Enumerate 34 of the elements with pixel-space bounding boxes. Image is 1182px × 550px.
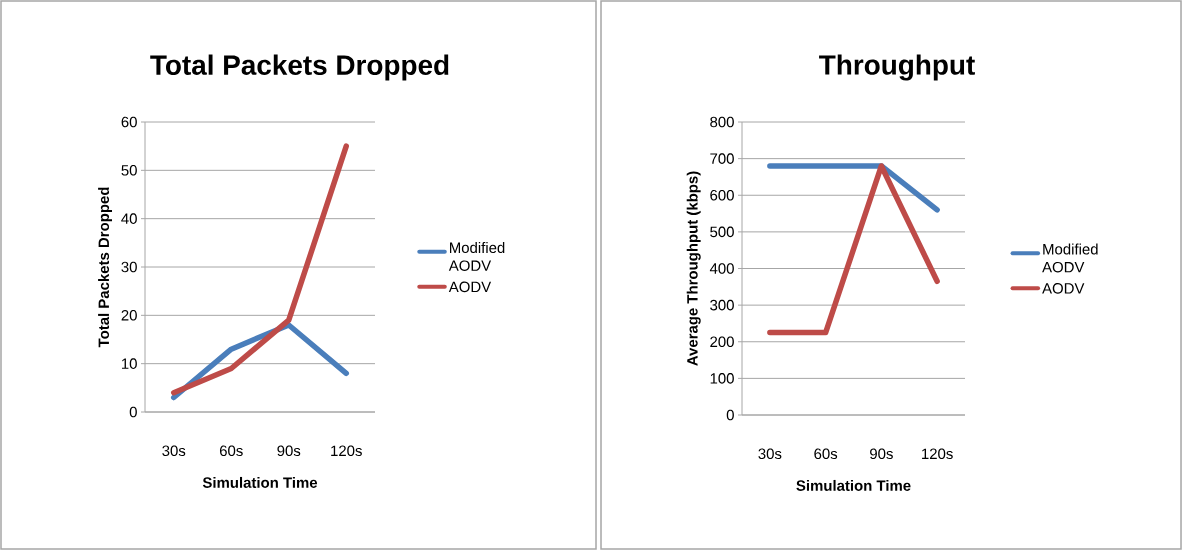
x-tick-label: 30s [162,445,186,457]
chart-title: Total Packets Dropped [150,54,449,81]
y-tick-label: 0 [726,409,734,421]
x-tick-label: 60s [814,448,838,460]
y-tick-label: 20 [121,310,137,321]
y-tick-label: 40 [121,213,137,224]
legend-label: AODV [448,281,492,293]
y-tick-label: 200 [710,336,734,348]
y-tick-label: 0 [129,406,137,418]
y-tick-label: 100 [710,373,734,384]
chart-title: Throughput [819,54,975,81]
x-axis-title: Simulation Time [796,479,911,491]
y-tick-label: 50 [121,165,137,176]
x-tick-label: 120s [331,445,362,457]
y-tick-label: 10 [122,358,137,369]
legend-label: Modified AODV [448,242,505,271]
y-axis-title: Average Throughput (kbps) [686,171,701,366]
x-tick-label: 90s [277,445,301,457]
x-tick-label: 120s [922,448,953,460]
legend-label: Modified AODV [1042,243,1098,273]
y-tick-label: 300 [710,299,734,311]
y-tick-label: 30 [121,261,137,273]
y-tick-label: 800 [710,116,734,128]
legend-label: AODV [1042,283,1085,294]
x-tick-label: 30s [758,448,782,460]
x-tick-label: 90s [870,448,893,460]
x-tick-label: 60s [219,445,243,457]
y-tick-label: 400 [709,263,734,274]
x-axis-title: Simulation Time [202,476,318,488]
y-tick-label: 600 [710,189,734,201]
y-tick-label: 500 [710,226,734,238]
y-tick-label: 60 [121,116,137,128]
y-tick-label: 700 [710,153,734,164]
y-axis-title: Total Packets Dropped [98,187,113,348]
